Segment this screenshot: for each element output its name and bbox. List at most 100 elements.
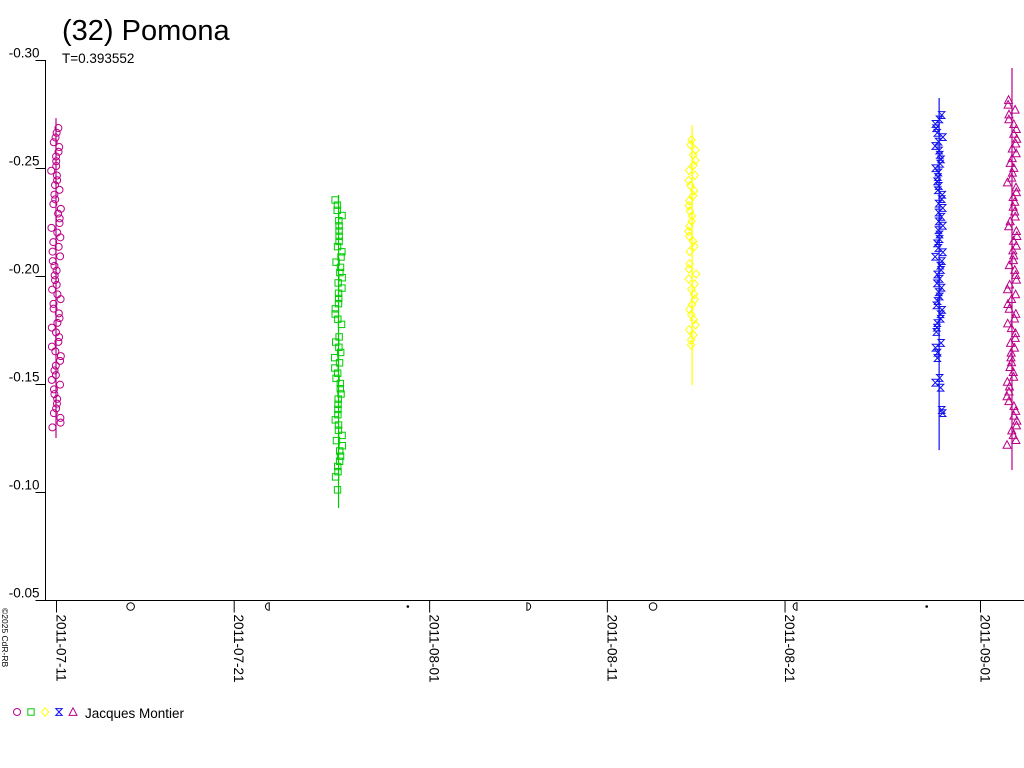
- data-point: [334, 400, 342, 409]
- data-point: [686, 139, 695, 150]
- data-point: [1009, 206, 1020, 216]
- data-point: [333, 486, 342, 494]
- data-point: [50, 271, 59, 280]
- data-point: [334, 467, 342, 476]
- data-point: [335, 237, 343, 246]
- y-tick-label: -0.10: [9, 478, 40, 493]
- data-point: [51, 195, 60, 204]
- data-point: [1008, 250, 1019, 260]
- data-point: [49, 200, 58, 209]
- data-point: [689, 314, 698, 325]
- data-point: [1008, 366, 1019, 377]
- data-point: [50, 190, 59, 199]
- data-point: [337, 320, 346, 329]
- data-point: [690, 170, 700, 181]
- data-point: [930, 164, 940, 173]
- data-point: [56, 295, 65, 304]
- data-point: [338, 442, 347, 450]
- data-point: [52, 171, 61, 180]
- data-point: [332, 374, 340, 383]
- data-point: [56, 413, 65, 422]
- x-tick-label: 2011-08-01: [427, 615, 442, 683]
- data-point: [936, 339, 946, 347]
- data-point: [54, 147, 63, 156]
- data-point: [1010, 269, 1021, 279]
- series-night-2011-07-27: [330, 195, 347, 508]
- data-point: [52, 280, 61, 289]
- data-point: [933, 354, 942, 362]
- data-point: [52, 399, 61, 408]
- data-point: [1002, 318, 1013, 328]
- series-night-2011-08-30: [930, 98, 948, 451]
- new-moon-icon: [406, 605, 410, 608]
- data-point: [1008, 235, 1019, 245]
- data-point: [55, 219, 64, 228]
- data-point: [56, 252, 65, 261]
- data-point: [333, 369, 342, 377]
- data-point: [51, 371, 60, 380]
- data-point: [1010, 211, 1021, 221]
- data-point: [1005, 216, 1015, 226]
- chart-title: (32) Pomona: [62, 15, 231, 47]
- data-point: [337, 253, 345, 261]
- data-point: [1002, 376, 1013, 386]
- data-point: [331, 473, 340, 481]
- data-point: [52, 162, 61, 171]
- data-point: [52, 404, 61, 413]
- data-point: [1003, 94, 1014, 104]
- last-quarter-moon-icon: [264, 602, 270, 611]
- data-point: [336, 348, 345, 357]
- x-tick-label: 2011-07-11: [54, 615, 69, 682]
- data-point: [334, 410, 342, 419]
- data-point: [937, 406, 947, 414]
- data-point: [335, 232, 343, 240]
- data-point: [49, 299, 58, 308]
- data-point: [336, 268, 344, 277]
- data-point: [1005, 157, 1016, 167]
- data-point: [331, 196, 339, 204]
- data-point: [55, 314, 64, 323]
- data-point: [52, 266, 61, 275]
- data-point: [684, 324, 694, 335]
- data-point: [930, 378, 940, 387]
- data-point: [54, 209, 63, 218]
- legend-square-icon: [27, 708, 35, 716]
- data-point: [1006, 352, 1016, 362]
- data-point: [47, 375, 56, 384]
- data-point: [686, 339, 696, 350]
- y-tick-label: -0.30: [9, 46, 40, 61]
- data-point: [1007, 167, 1018, 177]
- data-point: [686, 284, 696, 295]
- x-tick-label: 2011-08-11: [604, 615, 619, 682]
- x-tick-label: 2011-09-01: [978, 615, 993, 683]
- data-point: [53, 394, 62, 403]
- data-point: [689, 185, 699, 196]
- data-point: [1010, 138, 1021, 148]
- data-point: [1004, 279, 1015, 289]
- data-point: [684, 231, 694, 242]
- data-point: [1011, 148, 1022, 158]
- data-point: [334, 279, 342, 287]
- data-point: [691, 269, 701, 280]
- data-point: [54, 124, 63, 133]
- data-point: [1007, 143, 1018, 153]
- data-point: [1004, 303, 1015, 313]
- legend-triangle-icon: [68, 706, 78, 716]
- data-point: [54, 337, 63, 346]
- data-point: [684, 195, 694, 206]
- data-point: [1003, 99, 1013, 109]
- data-point: [335, 217, 343, 225]
- data-point: [684, 175, 693, 186]
- data-point: [338, 431, 346, 440]
- data-point: [55, 333, 64, 342]
- data-point: [330, 353, 339, 362]
- data-point: [334, 421, 343, 429]
- data-point: [1009, 342, 1020, 352]
- axes: -0.30 -0.25 -0.20 -0.15 -0.10 -0.05 2011-07-11…: [9, 46, 1024, 683]
- data-point: [1009, 410, 1019, 420]
- data-point: [934, 226, 943, 235]
- data-point: [1002, 177, 1013, 187]
- data-point: [1010, 104, 1020, 114]
- data-point: [50, 390, 59, 399]
- data-point: [1011, 240, 1022, 250]
